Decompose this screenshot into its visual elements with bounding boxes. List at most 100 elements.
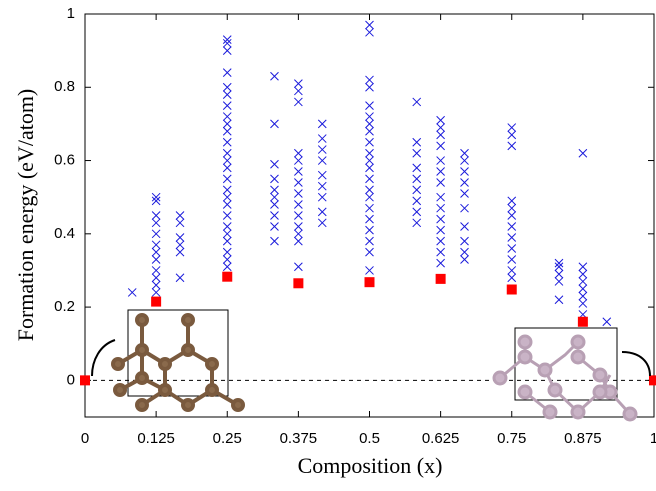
structure-point [317,134,327,143]
structure-point [151,218,161,228]
structure-point [460,247,469,257]
structure-point [222,38,232,48]
structure-point [365,185,374,195]
structure-point [460,189,469,198]
structure-point [460,167,469,176]
structure-point [436,178,445,187]
structure-point [222,35,232,44]
structure-point [365,203,374,213]
structure-point [222,200,232,209]
structure-point [222,247,232,257]
hull-point [222,271,233,282]
structure-point [151,255,161,264]
structure-point [294,178,303,187]
plot-area: 0 0.2 0.4 0.6 0.8 1 0 0.125 0.25 0.375 0.5 0.625 0.7… [54,5,656,447]
structure-point [222,137,232,147]
structure-point [175,273,185,283]
structure-point [222,192,232,202]
hull-point [293,278,304,289]
structure-point [365,247,374,257]
structure-point [222,262,232,272]
structure-point [294,97,303,107]
x-tick-label: 1 [650,430,656,447]
structure-point [365,174,374,184]
structure-point [222,163,232,173]
hull-point [577,316,588,327]
structure-point [436,203,445,213]
structure-point [412,185,422,195]
structure-point [365,192,374,202]
structure-point [365,163,374,173]
structure-point [578,284,588,294]
structure-point [270,222,279,231]
structure-point [436,156,445,165]
structure-point [460,222,469,231]
structure-point [222,211,232,220]
structure-point [436,130,445,140]
structure-point [222,126,232,136]
structure-point [436,247,445,257]
structure-point [151,211,161,220]
y-tick-label: 0 [67,371,75,388]
structure-point [222,112,232,121]
structure-point [507,141,517,151]
x-tick-label: 0.5 [359,430,380,447]
structure-point [507,222,517,231]
x-tick-label: 0.625 [422,430,460,447]
structure-point [436,167,445,176]
structure-point [507,196,517,206]
structure-point [412,196,422,206]
structure-point [554,295,564,305]
structure-point [554,262,564,272]
structure-point [222,229,232,239]
structure-point [460,148,469,158]
structure-point [460,236,469,246]
structure-point [127,288,137,297]
structure-point [222,236,232,246]
structure-point [270,185,279,195]
structure-point [460,156,469,165]
structure-point [270,211,279,220]
structure-point [365,156,374,165]
structure-point [578,148,588,158]
structure-point [436,141,445,151]
structure-point [436,115,445,125]
structure-point [365,148,374,158]
structure-point [554,277,564,286]
structure-point [294,156,303,165]
structure-point [270,174,279,184]
structure-point [151,240,161,250]
structure-point [365,75,374,85]
structure-point [317,192,327,202]
structure-point [222,222,232,231]
structure-point [412,174,422,184]
structure-point [294,236,303,246]
structure-point [294,148,303,158]
structure-point [294,229,303,239]
right-structure-inset [492,327,651,422]
structure-point [412,97,422,107]
structure-point [317,119,327,129]
structure-point [317,145,327,154]
structure-point [436,258,445,268]
structure-point [578,299,588,308]
structure-point [151,247,161,257]
structure-point [365,101,374,110]
structure-point [294,200,303,209]
structure-point [436,214,445,224]
structure-point [222,255,232,264]
structure-point [554,258,564,268]
structure-point [294,211,303,220]
x-tick-label: 0.875 [564,430,602,447]
structure-point [460,203,469,213]
x-tick-label: 0.125 [137,430,175,447]
structure-point [412,207,422,217]
hull-point [506,284,517,295]
hull-point [364,277,375,288]
structure-point [412,163,422,173]
structure-point [436,225,445,235]
structure-point [294,167,303,176]
structure-point [365,225,374,235]
structure-point [317,218,327,228]
